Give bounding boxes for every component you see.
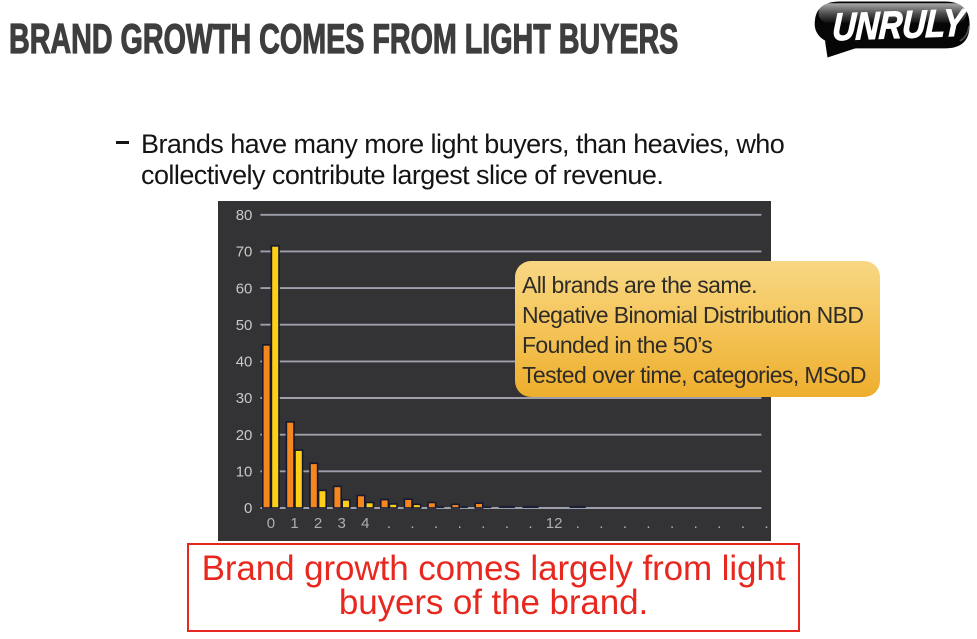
- svg-text:3: 3: [338, 515, 346, 532]
- svg-text:10: 10: [236, 464, 253, 481]
- svg-text:.: .: [717, 515, 721, 532]
- svg-text:.: .: [387, 515, 391, 532]
- svg-text:.: .: [505, 515, 509, 532]
- svg-text:.: .: [458, 515, 462, 532]
- svg-text:.: .: [576, 515, 580, 532]
- svg-text:.: .: [764, 515, 768, 532]
- svg-text:.: .: [599, 515, 603, 532]
- svg-text:60: 60: [236, 280, 253, 297]
- svg-text:30: 30: [236, 390, 253, 407]
- svg-text:0: 0: [267, 515, 275, 532]
- svg-text:1: 1: [290, 515, 298, 532]
- svg-text:12: 12: [546, 515, 563, 532]
- svg-text:.: .: [670, 515, 674, 532]
- svg-text:70: 70: [236, 244, 253, 261]
- svg-text:40: 40: [236, 354, 253, 371]
- svg-text:.: .: [623, 515, 627, 532]
- svg-text:UNRULY: UNRULY: [831, 2, 968, 50]
- svg-text:.: .: [528, 515, 532, 532]
- svg-text:4: 4: [361, 515, 369, 532]
- svg-text:20: 20: [236, 427, 253, 444]
- svg-text:.: .: [434, 515, 438, 532]
- svg-text:50: 50: [236, 317, 253, 334]
- svg-text:.: .: [694, 515, 698, 532]
- svg-text:.: .: [646, 515, 650, 532]
- svg-text:2: 2: [314, 515, 322, 532]
- svg-text:80: 80: [236, 207, 253, 224]
- svg-text:.: .: [481, 515, 485, 532]
- svg-text:.: .: [741, 515, 745, 532]
- svg-text:.: .: [410, 515, 414, 532]
- svg-text:0: 0: [244, 500, 252, 517]
